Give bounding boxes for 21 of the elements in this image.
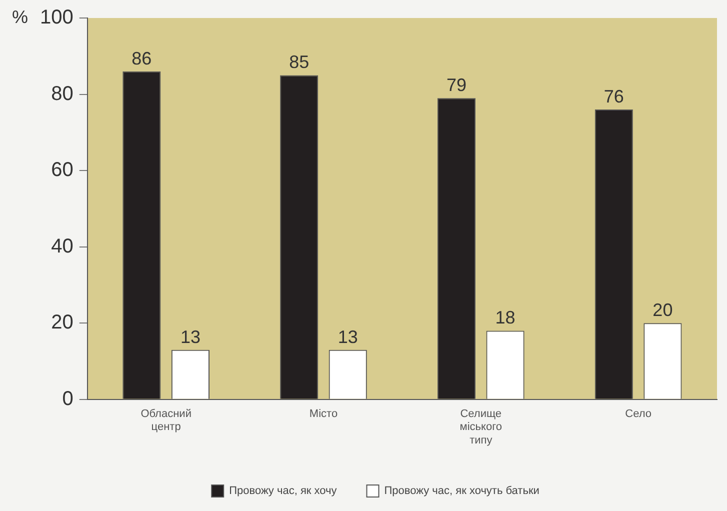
data-label: 79 (446, 75, 467, 96)
y-tick-label: 0 (62, 388, 74, 410)
y-tick-label: 60 (51, 159, 74, 182)
legend-label: Провожу час, як хочу (229, 485, 338, 498)
data-label: 20 (652, 300, 673, 320)
x-tick-label: Місто (309, 408, 338, 420)
y-tick-label: 20 (51, 312, 74, 334)
y-tick-label: 100 (40, 6, 74, 29)
data-label: 76 (604, 86, 624, 107)
x-tick-label: Село (625, 408, 652, 420)
x-tick-label: Селище міського типу (460, 408, 502, 446)
y-axis-title: % (12, 6, 28, 27)
data-label: 18 (495, 308, 516, 328)
y-tick-label: 80 (51, 82, 74, 105)
legend-label: Провожу час, як хочуть батьки (384, 485, 540, 498)
data-label: 85 (289, 52, 310, 72)
x-tick-label: Обласний центр (140, 408, 192, 434)
y-tick-label: 40 (51, 235, 74, 258)
data-label: 13 (338, 326, 358, 347)
data-label: 13 (180, 326, 200, 347)
data-label: 86 (132, 48, 152, 68)
